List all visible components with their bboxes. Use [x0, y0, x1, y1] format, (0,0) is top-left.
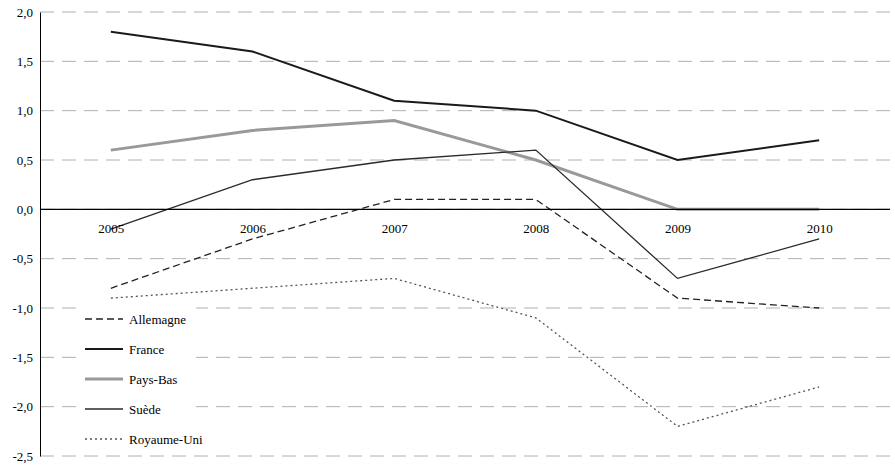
y-tick: -1,5 — [12, 350, 40, 365]
x-tick-label: 2008 — [523, 221, 549, 236]
y-tick-label: -1,0 — [12, 301, 33, 316]
y-tick: -1,0 — [12, 301, 40, 316]
y-tick-label: -2,0 — [12, 399, 33, 414]
legend-label: Allemagne — [129, 312, 186, 327]
y-tick: 1,5 — [17, 54, 40, 69]
legend-label: France — [129, 342, 165, 357]
x-tick-label: 2009 — [665, 221, 691, 236]
x-tick-label: 2007 — [382, 221, 409, 236]
y-tick: -2,0 — [12, 399, 40, 414]
x-tick: 2006 — [240, 209, 267, 235]
y-tick-label: 2,0 — [17, 5, 33, 20]
y-tick-label: -1,5 — [12, 350, 33, 365]
legend-item: France — [85, 342, 165, 357]
x-tick-label: 2010 — [807, 221, 833, 236]
legend-item: Suède — [85, 402, 161, 417]
y-axis-line — [40, 13, 41, 457]
y-tick: -0,5 — [12, 251, 40, 266]
grid-line — [40, 160, 890, 161]
legend-swatch — [85, 438, 123, 439]
x-tick: 2010 — [807, 209, 833, 235]
grid-line — [40, 61, 890, 62]
series-line — [111, 278, 819, 426]
legend-item: Royaume-Uni — [85, 432, 203, 447]
grid-line — [40, 110, 890, 111]
y-tick: 1,0 — [17, 103, 40, 118]
grid-line — [40, 209, 890, 210]
grid-line — [40, 12, 890, 13]
y-tick-label: 1,5 — [17, 54, 33, 69]
y-tick: 0,0 — [17, 202, 40, 217]
x-tick: 2009 — [665, 209, 691, 235]
legend-swatch — [85, 378, 123, 381]
legend-label: Suède — [129, 402, 161, 417]
y-tick: 2,0 — [17, 5, 40, 20]
legend-swatch — [85, 408, 123, 409]
chart: -2,5-2,0-1,5-1,0-0,50,00,51,01,52,020052… — [0, 0, 895, 468]
legend-swatch — [85, 318, 123, 319]
x-tick-label: 2006 — [240, 221, 267, 236]
legend-swatch — [85, 348, 123, 350]
legend-label: Royaume-Uni — [129, 432, 203, 447]
x-tick: 2008 — [523, 209, 549, 235]
y-tick-label: 1,0 — [17, 103, 33, 118]
legend: Allemagne France Pays-Bas Suède Royaume-Uni — [81, 304, 203, 454]
legend-item: Pays-Bas — [85, 372, 177, 387]
grid — [40, 12, 890, 456]
grid-line — [40, 456, 890, 457]
lines — [111, 32, 819, 427]
x-tick: 2007 — [382, 209, 409, 235]
series-line — [111, 150, 819, 278]
x-axis: 2005 2006 2007 2008 2009 2010 — [40, 209, 890, 235]
x-tick-label: 2005 — [98, 221, 124, 236]
y-tick: -2,5 — [12, 449, 40, 464]
y-tick-label: -2,5 — [12, 449, 33, 464]
y-tick: 0,5 — [17, 153, 40, 168]
series-line — [111, 199, 819, 308]
y-axis: -2,5 -2,0 -1,5 -1,0 -0,5 0,0 0,5 1,0 1,5 2,0 — [12, 5, 40, 464]
series-line — [111, 121, 819, 210]
y-tick-label: 0,0 — [17, 202, 33, 217]
x-tick: 2005 — [98, 209, 124, 235]
plot: -2,5-2,0-1,5-1,0-0,50,00,51,01,52,020052… — [12, 5, 890, 464]
legend-label: Pays-Bas — [129, 372, 177, 387]
y-tick-label: -0,5 — [12, 251, 33, 266]
legend-item: Allemagne — [85, 312, 186, 327]
grid-line — [40, 258, 890, 259]
y-tick-label: 0,5 — [17, 153, 33, 168]
x-axis-line — [40, 209, 890, 210]
